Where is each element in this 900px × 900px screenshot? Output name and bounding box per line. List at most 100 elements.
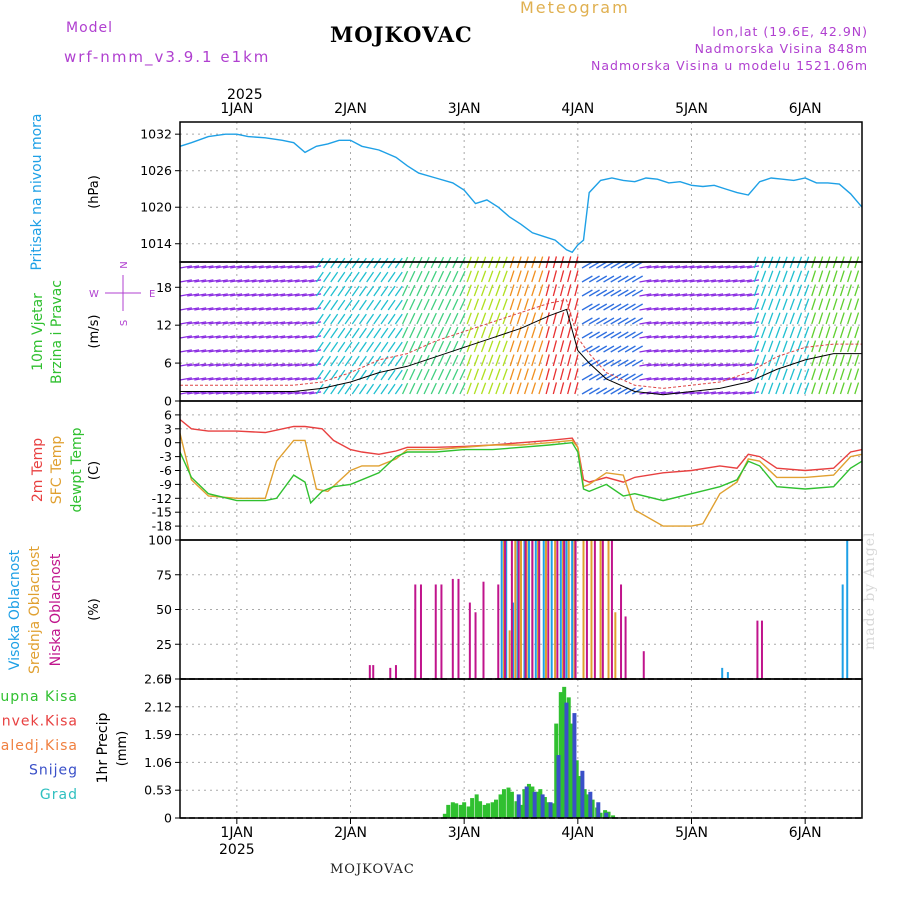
- wind-barb: [703, 321, 716, 325]
- wind-barb: [818, 340, 824, 353]
- cloud-bar: [538, 540, 541, 679]
- wind-barb: [373, 369, 382, 381]
- wind-barb: [230, 321, 243, 325]
- wind-barb: [301, 307, 314, 311]
- wind-barb: [718, 307, 731, 311]
- wind-barb: [480, 326, 487, 339]
- wind-barb: [301, 363, 314, 367]
- precip-bar: [474, 794, 479, 818]
- wind-barb: [668, 363, 681, 367]
- wind-barb: [832, 326, 838, 339]
- wind-barb: [280, 335, 293, 339]
- wind-barb: [330, 341, 339, 353]
- wind-barb: [588, 275, 600, 283]
- precip-bar: [524, 786, 529, 818]
- wind-barb: [711, 349, 724, 353]
- wind-barb: [315, 285, 324, 297]
- wind-barb: [488, 326, 494, 339]
- wind-barb: [732, 335, 745, 339]
- wind-barb: [437, 284, 445, 297]
- wind-barb: [394, 271, 403, 283]
- cloud-bar: [537, 540, 540, 679]
- wind-barb: [545, 354, 550, 367]
- wind-barb: [315, 257, 324, 269]
- y-tick-label: 1026: [140, 163, 172, 178]
- wind-barb: [646, 307, 659, 311]
- wind-barb: [818, 312, 824, 325]
- cloud-bar: [482, 581, 485, 679]
- wind-barb: [237, 391, 250, 395]
- wind-barb: [624, 275, 636, 283]
- wind-barb: [179, 307, 192, 311]
- wind-barb: [201, 335, 214, 339]
- wind-barb: [337, 271, 346, 283]
- precip-bar: [540, 794, 545, 818]
- wind-barb: [732, 377, 745, 381]
- wind-barb: [394, 341, 403, 353]
- wind-barb: [337, 299, 346, 311]
- cloud-bar: [593, 540, 596, 679]
- wind-barb: [832, 340, 838, 353]
- precip-bar: [532, 791, 537, 818]
- wind-barb: [825, 368, 831, 381]
- wind-barb: [366, 327, 375, 339]
- wind-barb: [760, 312, 767, 325]
- wind-barb: [839, 284, 845, 297]
- precip-bar: [562, 686, 567, 818]
- wind-barb: [416, 284, 423, 297]
- wind-barb: [725, 335, 738, 339]
- wind-barb: [696, 363, 709, 367]
- wind-barb: [639, 293, 652, 297]
- wind-barb: [244, 349, 257, 353]
- wind-barb: [509, 312, 515, 325]
- wind-barb: [653, 335, 666, 339]
- wind-barb: [559, 368, 565, 381]
- wind-barb: [581, 331, 593, 339]
- wind-barb: [516, 298, 522, 311]
- wind-barb: [237, 377, 250, 381]
- wind-barb: [825, 298, 831, 311]
- wind-barb: [230, 363, 243, 367]
- wind-barb: [523, 312, 529, 325]
- wind-barb: [266, 307, 279, 311]
- x-tick-label-bottom: 5JAN: [675, 825, 708, 841]
- wind-barb: [244, 391, 257, 395]
- wind-barb: [266, 377, 279, 381]
- y-tick-label: -12: [152, 491, 172, 506]
- panel-frame-pressure: [179, 121, 863, 263]
- wind-barb: [596, 331, 608, 339]
- y-tick-label: 6: [164, 356, 172, 371]
- wind-barb: [366, 257, 375, 269]
- wind-barb: [194, 265, 207, 269]
- pressure-axis-title: Pritisak na nivou mora: [29, 113, 45, 270]
- compass-west: W: [89, 289, 99, 300]
- wind-barb: [711, 363, 724, 367]
- wind-barb: [351, 341, 360, 353]
- wind-barb: [495, 340, 501, 353]
- wind-barb: [631, 387, 643, 395]
- wind-barb: [789, 368, 795, 381]
- wind-barb: [803, 354, 810, 367]
- wind-barb: [337, 313, 346, 325]
- wind-barb: [732, 363, 745, 367]
- wind-barb: [711, 293, 724, 297]
- wind-barb: [409, 298, 416, 311]
- wind-barb: [244, 321, 257, 325]
- wind-barb: [244, 307, 257, 311]
- wind-barb: [660, 279, 673, 283]
- wind-barb: [639, 307, 652, 311]
- precip-legend-grad: Grad: [40, 787, 78, 803]
- wind-barb: [646, 293, 659, 297]
- wind-barb: [344, 355, 353, 367]
- cloud-bar: [368, 665, 371, 679]
- wind-barb: [351, 299, 360, 311]
- wind-barb: [358, 341, 367, 353]
- cloud-bar: [547, 540, 550, 679]
- wind-barb: [789, 312, 795, 325]
- wind-barb: [696, 307, 709, 311]
- wind-barb: [610, 275, 622, 283]
- wind-barb: [811, 270, 817, 283]
- wind-barb: [179, 377, 192, 381]
- wind-barb: [588, 317, 600, 325]
- wind-barb: [796, 368, 803, 381]
